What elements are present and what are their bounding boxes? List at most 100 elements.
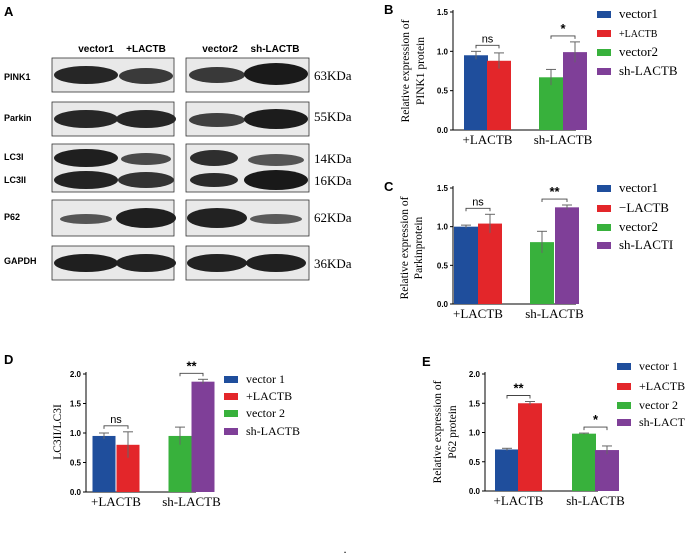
legend-label: −LACTB — [619, 200, 669, 215]
legend-label: sh-LACTB — [246, 424, 300, 438]
legend-swatch — [224, 410, 238, 417]
bar-sh-lactb — [563, 52, 587, 131]
chart-c: C Relative expression of Parkinprotein 0.0 0… — [384, 179, 673, 321]
bar--lactb — [478, 223, 502, 304]
legend-swatch — [617, 363, 631, 370]
y-tick-label: 0.0 — [469, 487, 481, 496]
bar-sh-lacti — [555, 207, 579, 304]
blot-strip-p62 — [51, 199, 310, 237]
x-tick-label: +LACTB — [91, 494, 141, 509]
y-axis-label: Relative expression of — [432, 380, 444, 483]
bar-vector2 — [539, 77, 563, 130]
legend-swatch — [224, 393, 238, 400]
western-blot-panel: A vector1 +LACTB vector2 sh-LACTB PINK1 … — [4, 4, 352, 281]
legend-label: sh-LACTB — [639, 415, 685, 429]
legend-swatch — [617, 402, 631, 409]
bar--lactb — [116, 444, 140, 492]
blot-strip-lc3 — [51, 143, 310, 193]
kda-label-p62: 62KDa — [314, 210, 352, 225]
legend-label: vector1 — [619, 6, 658, 21]
kda-label-gapdh: 36KDa — [314, 256, 352, 271]
protein-label-lc3i: LC3I — [4, 152, 24, 162]
y-tick-label: 2.0 — [469, 370, 481, 379]
blot-strip-pink1 — [51, 57, 310, 93]
y-axis-label: Relative expression of — [399, 196, 411, 299]
x-tick-label: +LACTB — [453, 306, 503, 321]
x-tick-label: +LACTB — [463, 132, 513, 147]
legend-label: vector2 — [619, 44, 658, 59]
legend-label: +LACTB — [639, 379, 685, 393]
significance-label: ** — [186, 358, 197, 373]
significance-label: ** — [549, 184, 560, 199]
x-tick-label: sh-LACTB — [534, 132, 593, 147]
chart-d: D LC3II/LC3I 0.0 0.5 1.0 1.5 2.0 ns ** +LACTB sh-L… — [4, 352, 300, 509]
bar-vector1 — [454, 226, 478, 304]
blot-strip-gapdh — [51, 245, 310, 281]
x-tick-label: +LACTB — [494, 493, 544, 508]
footer-mark: . — [343, 542, 346, 555]
panel-letter-b: B — [384, 2, 393, 17]
significance-bracket — [550, 35, 576, 39]
legend-swatch — [597, 242, 611, 249]
significance-bracket — [465, 207, 491, 212]
protein-label-p62: P62 — [4, 212, 20, 222]
legend-swatch — [617, 383, 631, 390]
panel-letter-c: C — [384, 179, 394, 194]
y-tick-label: 1.0 — [437, 47, 449, 56]
significance-bracket — [103, 425, 129, 429]
legend-swatch — [597, 11, 611, 18]
y-tick-label: 1.0 — [437, 223, 449, 232]
lane-label-vector2: vector2 — [202, 44, 238, 55]
y-tick-label: 0.0 — [437, 300, 449, 309]
lane-label-plus-lactb: +LACTB — [126, 44, 166, 55]
y-axis-label: Parkinprotein — [413, 216, 425, 279]
y-axis-label: P62 protein — [447, 405, 459, 459]
legend-label: vector 2 — [639, 398, 678, 412]
bar-sh-lactb — [191, 381, 215, 492]
legend-label: vector1 — [619, 180, 658, 195]
significance-bracket — [506, 395, 531, 399]
panel-letter-d: D — [4, 352, 13, 367]
kda-label-lc3i: 14KDa — [314, 151, 352, 166]
legend-label: vector 1 — [639, 359, 678, 373]
bar--lactb — [518, 403, 542, 491]
protein-label-lc3ii: LC3II — [4, 175, 26, 185]
legend-swatch — [224, 376, 238, 383]
significance-bracket — [475, 44, 500, 49]
y-tick-label: 1.5 — [437, 8, 449, 17]
y-tick-label: 0.5 — [437, 261, 449, 270]
y-tick-label: 1.0 — [70, 429, 82, 438]
panel-letter-a: A — [4, 4, 14, 19]
bar-vector1 — [464, 55, 488, 131]
y-tick-label: 1.0 — [469, 429, 481, 438]
y-axis-label: Relative expression of — [400, 19, 412, 122]
x-tick-label: sh-LACTB — [162, 494, 221, 509]
legend-swatch — [597, 68, 611, 75]
kda-label-pink1: 63KDa — [314, 68, 352, 83]
significance-label: ns — [110, 414, 122, 426]
legend-swatch — [224, 428, 238, 435]
x-tick-label: sh-LACTB — [566, 493, 625, 508]
kda-label-parkin: 55KDa — [314, 109, 352, 124]
y-tick-label: 1.5 — [469, 399, 481, 408]
significance-label: ** — [513, 380, 524, 395]
lane-label-sh-lactb: sh-LACTB — [251, 44, 300, 55]
chart-b: B Relative expression of PINK1 protein 0.0 0… — [384, 2, 678, 147]
bar-vector-2 — [572, 433, 596, 491]
y-tick-label: 0.5 — [469, 458, 481, 467]
bar-sh-lactb — [595, 450, 619, 491]
legend-swatch — [597, 30, 611, 37]
significance-label: * — [593, 412, 599, 427]
lane-label-vector1: vector1 — [78, 44, 114, 55]
y-tick-label: 1.5 — [437, 184, 449, 193]
legend-label: +LACTB — [619, 29, 658, 40]
y-axis-label: LC3II/LC3I — [52, 404, 64, 460]
significance-label: ns — [482, 33, 494, 45]
legend-swatch — [597, 205, 611, 212]
bar-vector-1 — [495, 449, 519, 491]
significance-bracket — [583, 426, 608, 431]
legend-label: vector2 — [619, 219, 658, 234]
